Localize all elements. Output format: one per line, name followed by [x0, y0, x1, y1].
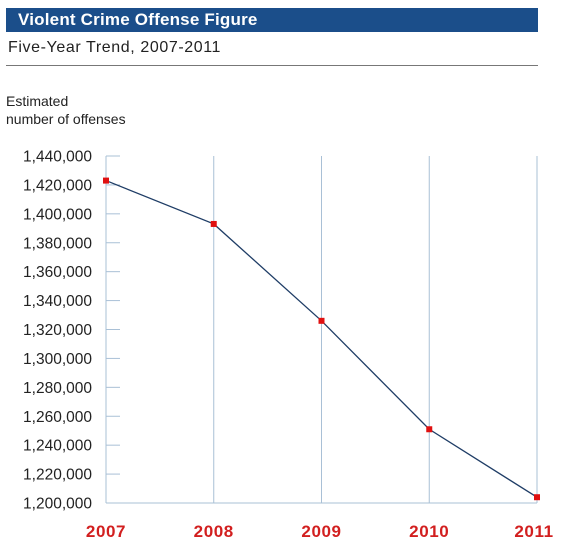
gridlines [213, 156, 538, 503]
title-bar: Violent Crime Offense Figure [6, 8, 538, 32]
data-point-2010 [426, 426, 433, 433]
y-tick-label: 1,320,000 [23, 322, 92, 339]
x-category-labels: 2007 2008 2009 2010 2011 [86, 522, 553, 541]
y-tick-label: 1,280,000 [23, 380, 92, 397]
x-category-label-2007: 2007 [86, 522, 126, 541]
data-point-2007 [103, 177, 109, 184]
data-point-2011 [534, 494, 540, 501]
y-axis-label-line-1: Estimated [6, 93, 69, 109]
y-tick-label: 1,360,000 [23, 264, 92, 281]
y-tick-label: 1,420,000 [23, 177, 92, 194]
y-tick-label: 1,380,000 [23, 235, 92, 252]
y-axis-label-line-2: number of offenses [6, 111, 126, 127]
x-category-label-2011: 2011 [514, 522, 553, 541]
chart-title: Violent Crime Offense Figure [18, 10, 258, 29]
chart-subtitle: Five-Year Trend, 2007-2011 [8, 39, 222, 56]
data-point-2009 [318, 317, 325, 324]
y-axis [105, 155, 537, 504]
y-tick-label: 1,240,000 [23, 438, 92, 455]
header-divider [6, 65, 538, 66]
y-tick-label: 1,440,000 [23, 149, 92, 166]
y-tick-label: 1,260,000 [23, 409, 92, 426]
data-points [103, 177, 540, 501]
x-category-label-2010: 2010 [409, 522, 449, 541]
x-category-label-2009: 2009 [301, 522, 341, 541]
y-tick-label: 1,220,000 [23, 467, 92, 484]
y-axis-label: Estimated number of offenses [6, 92, 126, 128]
data-point-2008 [210, 220, 217, 227]
y-tick-label: 1,200,000 [23, 496, 92, 513]
y-tick-label: 1,400,000 [23, 206, 92, 223]
y-tick-label: 1,340,000 [23, 293, 92, 310]
y-tick-label: 1,300,000 [23, 351, 92, 368]
x-category-label-2008: 2008 [194, 522, 234, 541]
y-tick-labels: 1,440,000 1,420,000 1,400,000 1,380,000 1,36… [23, 149, 92, 513]
